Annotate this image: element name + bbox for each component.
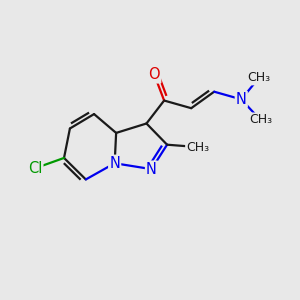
Text: O: O xyxy=(148,68,160,82)
Text: CH₃: CH₃ xyxy=(248,71,271,84)
Text: Cl: Cl xyxy=(28,161,42,176)
Text: N: N xyxy=(109,156,120,171)
Text: N: N xyxy=(146,162,157,177)
Text: N: N xyxy=(236,92,247,107)
Text: CH₃: CH₃ xyxy=(249,113,272,127)
Text: CH₃: CH₃ xyxy=(186,141,209,154)
